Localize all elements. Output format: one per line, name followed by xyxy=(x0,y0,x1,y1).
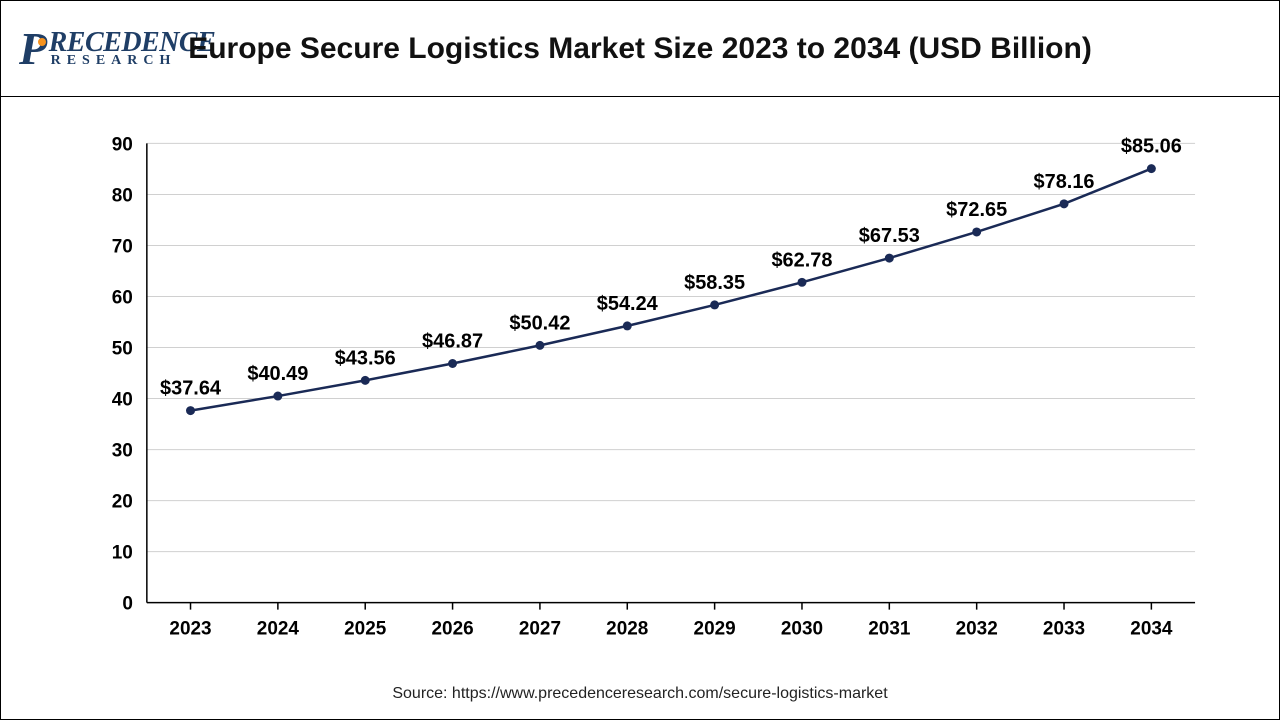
data-label: $37.64 xyxy=(160,378,221,400)
data-point xyxy=(972,227,981,236)
svg-text:10: 10 xyxy=(112,543,133,564)
data-markers xyxy=(186,164,1156,415)
logo-letter-p: P xyxy=(19,28,49,69)
data-label: $78.16 xyxy=(1034,171,1095,193)
svg-text:2032: 2032 xyxy=(956,619,998,640)
svg-text:70: 70 xyxy=(112,236,133,257)
chart-area: 0102030405060708090 20232024202520262027… xyxy=(1,97,1279,677)
y-axis: 0 10 20 30 40 50 60 70 80 90 xyxy=(112,134,147,614)
header: P RECEDENCE RESEARCH Europe Secure Logis… xyxy=(1,1,1279,97)
data-label: $85.06 xyxy=(1121,136,1182,158)
svg-text:20: 20 xyxy=(112,492,133,513)
svg-text:2034: 2034 xyxy=(1130,619,1173,640)
svg-text:2026: 2026 xyxy=(431,619,473,640)
data-label: $67.53 xyxy=(859,225,920,247)
data-point xyxy=(1060,199,1069,208)
svg-text:2029: 2029 xyxy=(694,619,736,640)
data-label: $54.24 xyxy=(597,293,658,315)
data-point xyxy=(273,392,282,401)
data-label: $50.42 xyxy=(509,312,570,334)
data-label: $72.65 xyxy=(946,199,1007,221)
data-label: $43.56 xyxy=(335,347,396,369)
data-label: $58.35 xyxy=(684,272,745,294)
source-line: Source: https://www.precedenceresearch.c… xyxy=(1,677,1279,719)
svg-text:80: 80 xyxy=(112,185,133,206)
svg-text:90: 90 xyxy=(112,134,133,155)
svg-text:2033: 2033 xyxy=(1043,619,1085,640)
svg-text:0: 0 xyxy=(122,594,133,615)
svg-text:50: 50 xyxy=(112,339,133,360)
line-chart: 0102030405060708090 20232024202520262027… xyxy=(57,121,1223,665)
data-point xyxy=(797,278,806,287)
svg-text:60: 60 xyxy=(112,287,133,308)
data-label: $62.78 xyxy=(771,249,832,271)
data-point xyxy=(885,254,894,263)
data-point xyxy=(1147,164,1156,173)
data-label: $46.87 xyxy=(422,331,483,353)
data-series xyxy=(191,169,1152,411)
logo-top: RECEDENCE xyxy=(49,30,216,55)
logo-bottom: RESEARCH xyxy=(49,55,216,68)
data-point xyxy=(361,376,370,385)
svg-text:40: 40 xyxy=(112,390,133,411)
data-point xyxy=(186,406,195,415)
svg-text:30: 30 xyxy=(112,441,133,462)
svg-text:2030: 2030 xyxy=(781,619,823,640)
svg-text:2031: 2031 xyxy=(868,619,911,640)
data-labels: $37.64 $40.49 $43.56 $46.87 $50.42 $54.24 $58.… xyxy=(160,136,1182,400)
svg-text:2024: 2024 xyxy=(257,619,300,640)
data-point xyxy=(535,341,544,350)
svg-text:2028: 2028 xyxy=(606,619,648,640)
svg-text:2025: 2025 xyxy=(344,619,387,640)
x-axis: 2023 2024 2025 2026 2027 2028 2029 2030 2031 2032… xyxy=(147,603,1195,640)
gridlines xyxy=(147,143,1195,551)
data-point xyxy=(710,300,719,309)
data-point xyxy=(623,321,632,330)
data-point xyxy=(448,359,457,368)
brand-logo: P RECEDENCE RESEARCH xyxy=(19,28,215,69)
svg-text:2023: 2023 xyxy=(169,619,211,640)
svg-text:2027: 2027 xyxy=(519,619,561,640)
figure-frame: P RECEDENCE RESEARCH Europe Secure Logis… xyxy=(0,0,1280,720)
data-label: $40.49 xyxy=(247,363,308,385)
